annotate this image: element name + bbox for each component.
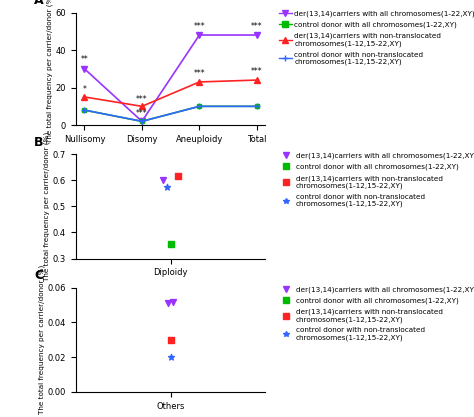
Y-axis label: The total frequency per carrier/donor (%): The total frequency per carrier/donor (%… (44, 132, 50, 281)
Text: ***: *** (136, 108, 148, 118)
Text: C: C (34, 269, 43, 282)
Legend: der(13,14)carriers with all chromosomes(1-22,XY), control donor with all chromos: der(13,14)carriers with all chromosomes(… (279, 153, 474, 207)
Text: ***: *** (193, 69, 205, 78)
Text: *: * (82, 85, 86, 94)
Point (164, 300, 172, 307)
Point (170, 298, 177, 305)
Point (163, 183, 171, 190)
Text: ***: *** (251, 22, 263, 31)
Point (159, 177, 167, 183)
Y-axis label: The total frequency per carrier/donor (%): The total frequency per carrier/donor (%… (46, 0, 53, 143)
Text: B: B (34, 136, 44, 149)
Legend: der(13,14)carriers with all chromosomes(1-22,XY), control donor with all chromos: der(13,14)carriers with all chromosomes(… (279, 286, 474, 341)
Text: ***: *** (251, 67, 263, 76)
Y-axis label: The total frequency per carrier/donor (%): The total frequency per carrier/donor (%… (38, 265, 45, 414)
Point (167, 354, 174, 361)
Text: A: A (34, 0, 44, 7)
Point (174, 173, 182, 180)
Text: ***: *** (136, 95, 148, 105)
Point (167, 337, 174, 343)
Text: ***: *** (193, 22, 205, 31)
Point (167, 241, 174, 248)
Text: **: ** (81, 55, 88, 64)
Legend: der(13,14)carriers with all chromosomes(1-22,XY), control donor with all chromos: der(13,14)carriers with all chromosomes(… (279, 10, 474, 65)
